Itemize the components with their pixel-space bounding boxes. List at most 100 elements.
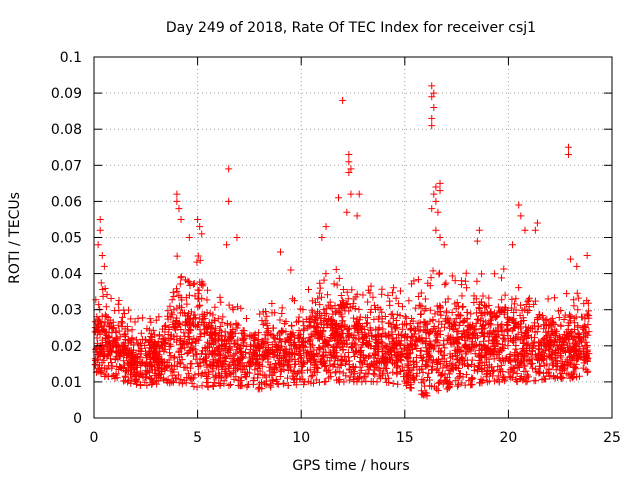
data-point (322, 310, 330, 318)
data-point (425, 369, 433, 377)
data-point (476, 300, 484, 308)
data-point (238, 329, 246, 337)
data-point (517, 301, 525, 309)
data-point (179, 309, 187, 317)
data-point (149, 378, 157, 386)
data-point (297, 354, 305, 362)
data-point (201, 357, 209, 365)
data-point (339, 330, 347, 338)
data-point (226, 361, 234, 369)
data-point (295, 313, 303, 321)
data-point (486, 319, 494, 327)
data-point (98, 367, 106, 375)
data-point (513, 370, 521, 378)
data-point (426, 317, 434, 325)
data-point (359, 291, 367, 299)
data-point (143, 381, 151, 389)
data-point (530, 377, 538, 385)
data-point (281, 320, 289, 328)
data-point (421, 295, 429, 303)
data-point (570, 347, 578, 355)
data-point (175, 205, 183, 213)
data-point (173, 197, 181, 205)
data-point (392, 325, 400, 333)
data-point (187, 308, 195, 316)
data-point (161, 364, 169, 372)
data-point (452, 377, 460, 385)
data-point (430, 322, 438, 330)
data-point (317, 320, 325, 328)
data-point (319, 359, 327, 367)
data-point (385, 374, 393, 382)
data-point (362, 337, 370, 345)
data-point (343, 208, 351, 216)
data-point (475, 340, 483, 348)
data-point (146, 347, 154, 355)
data-point (322, 378, 330, 386)
data-point (329, 324, 337, 332)
data-point (367, 282, 375, 290)
data-point (294, 317, 302, 325)
data-point (477, 352, 485, 360)
data-point (517, 372, 525, 380)
data-point (429, 316, 437, 324)
data-point (545, 365, 553, 373)
data-point (414, 276, 422, 284)
data-point (222, 366, 230, 374)
data-point (307, 330, 315, 338)
data-point (96, 347, 104, 355)
data-point (452, 351, 460, 359)
data-point (522, 300, 530, 308)
data-point (341, 353, 349, 361)
data-point (201, 321, 209, 329)
data-point (345, 376, 353, 384)
data-point (572, 360, 580, 368)
data-point (322, 366, 330, 374)
data-point (182, 319, 190, 327)
data-point (530, 300, 538, 308)
data-point (284, 374, 292, 382)
data-point (111, 374, 119, 382)
data-point (225, 197, 233, 205)
data-point (340, 299, 348, 307)
data-point (428, 82, 436, 90)
data-point (569, 335, 577, 343)
data-point (436, 187, 444, 195)
data-point (535, 322, 543, 330)
data-point (577, 353, 585, 361)
data-point (523, 371, 531, 379)
data-point (563, 331, 571, 339)
data-point (262, 381, 270, 389)
data-point (173, 304, 181, 312)
data-point (504, 368, 512, 376)
data-point (395, 351, 403, 359)
data-point (443, 336, 451, 344)
data-point (475, 353, 483, 361)
data-point (225, 301, 233, 309)
data-point (501, 291, 509, 299)
data-point (103, 291, 111, 299)
data-point (415, 327, 423, 335)
data-point (250, 336, 258, 344)
data-point (362, 314, 370, 322)
data-point (315, 343, 323, 351)
data-point (105, 333, 113, 341)
data-point (391, 340, 399, 348)
data-point (229, 306, 237, 314)
data-point (428, 122, 436, 130)
data-point (383, 378, 391, 386)
data-point (473, 366, 481, 374)
data-point (206, 362, 214, 370)
data-point (348, 344, 356, 352)
data-point (445, 370, 453, 378)
data-point (147, 318, 155, 326)
data-point (169, 318, 177, 326)
data-point (275, 359, 283, 367)
data-point (343, 288, 351, 296)
data-point (195, 294, 203, 302)
data-point (478, 358, 486, 366)
data-point (333, 352, 341, 360)
data-point (427, 274, 435, 282)
data-point (136, 382, 144, 390)
data-point (208, 318, 216, 326)
